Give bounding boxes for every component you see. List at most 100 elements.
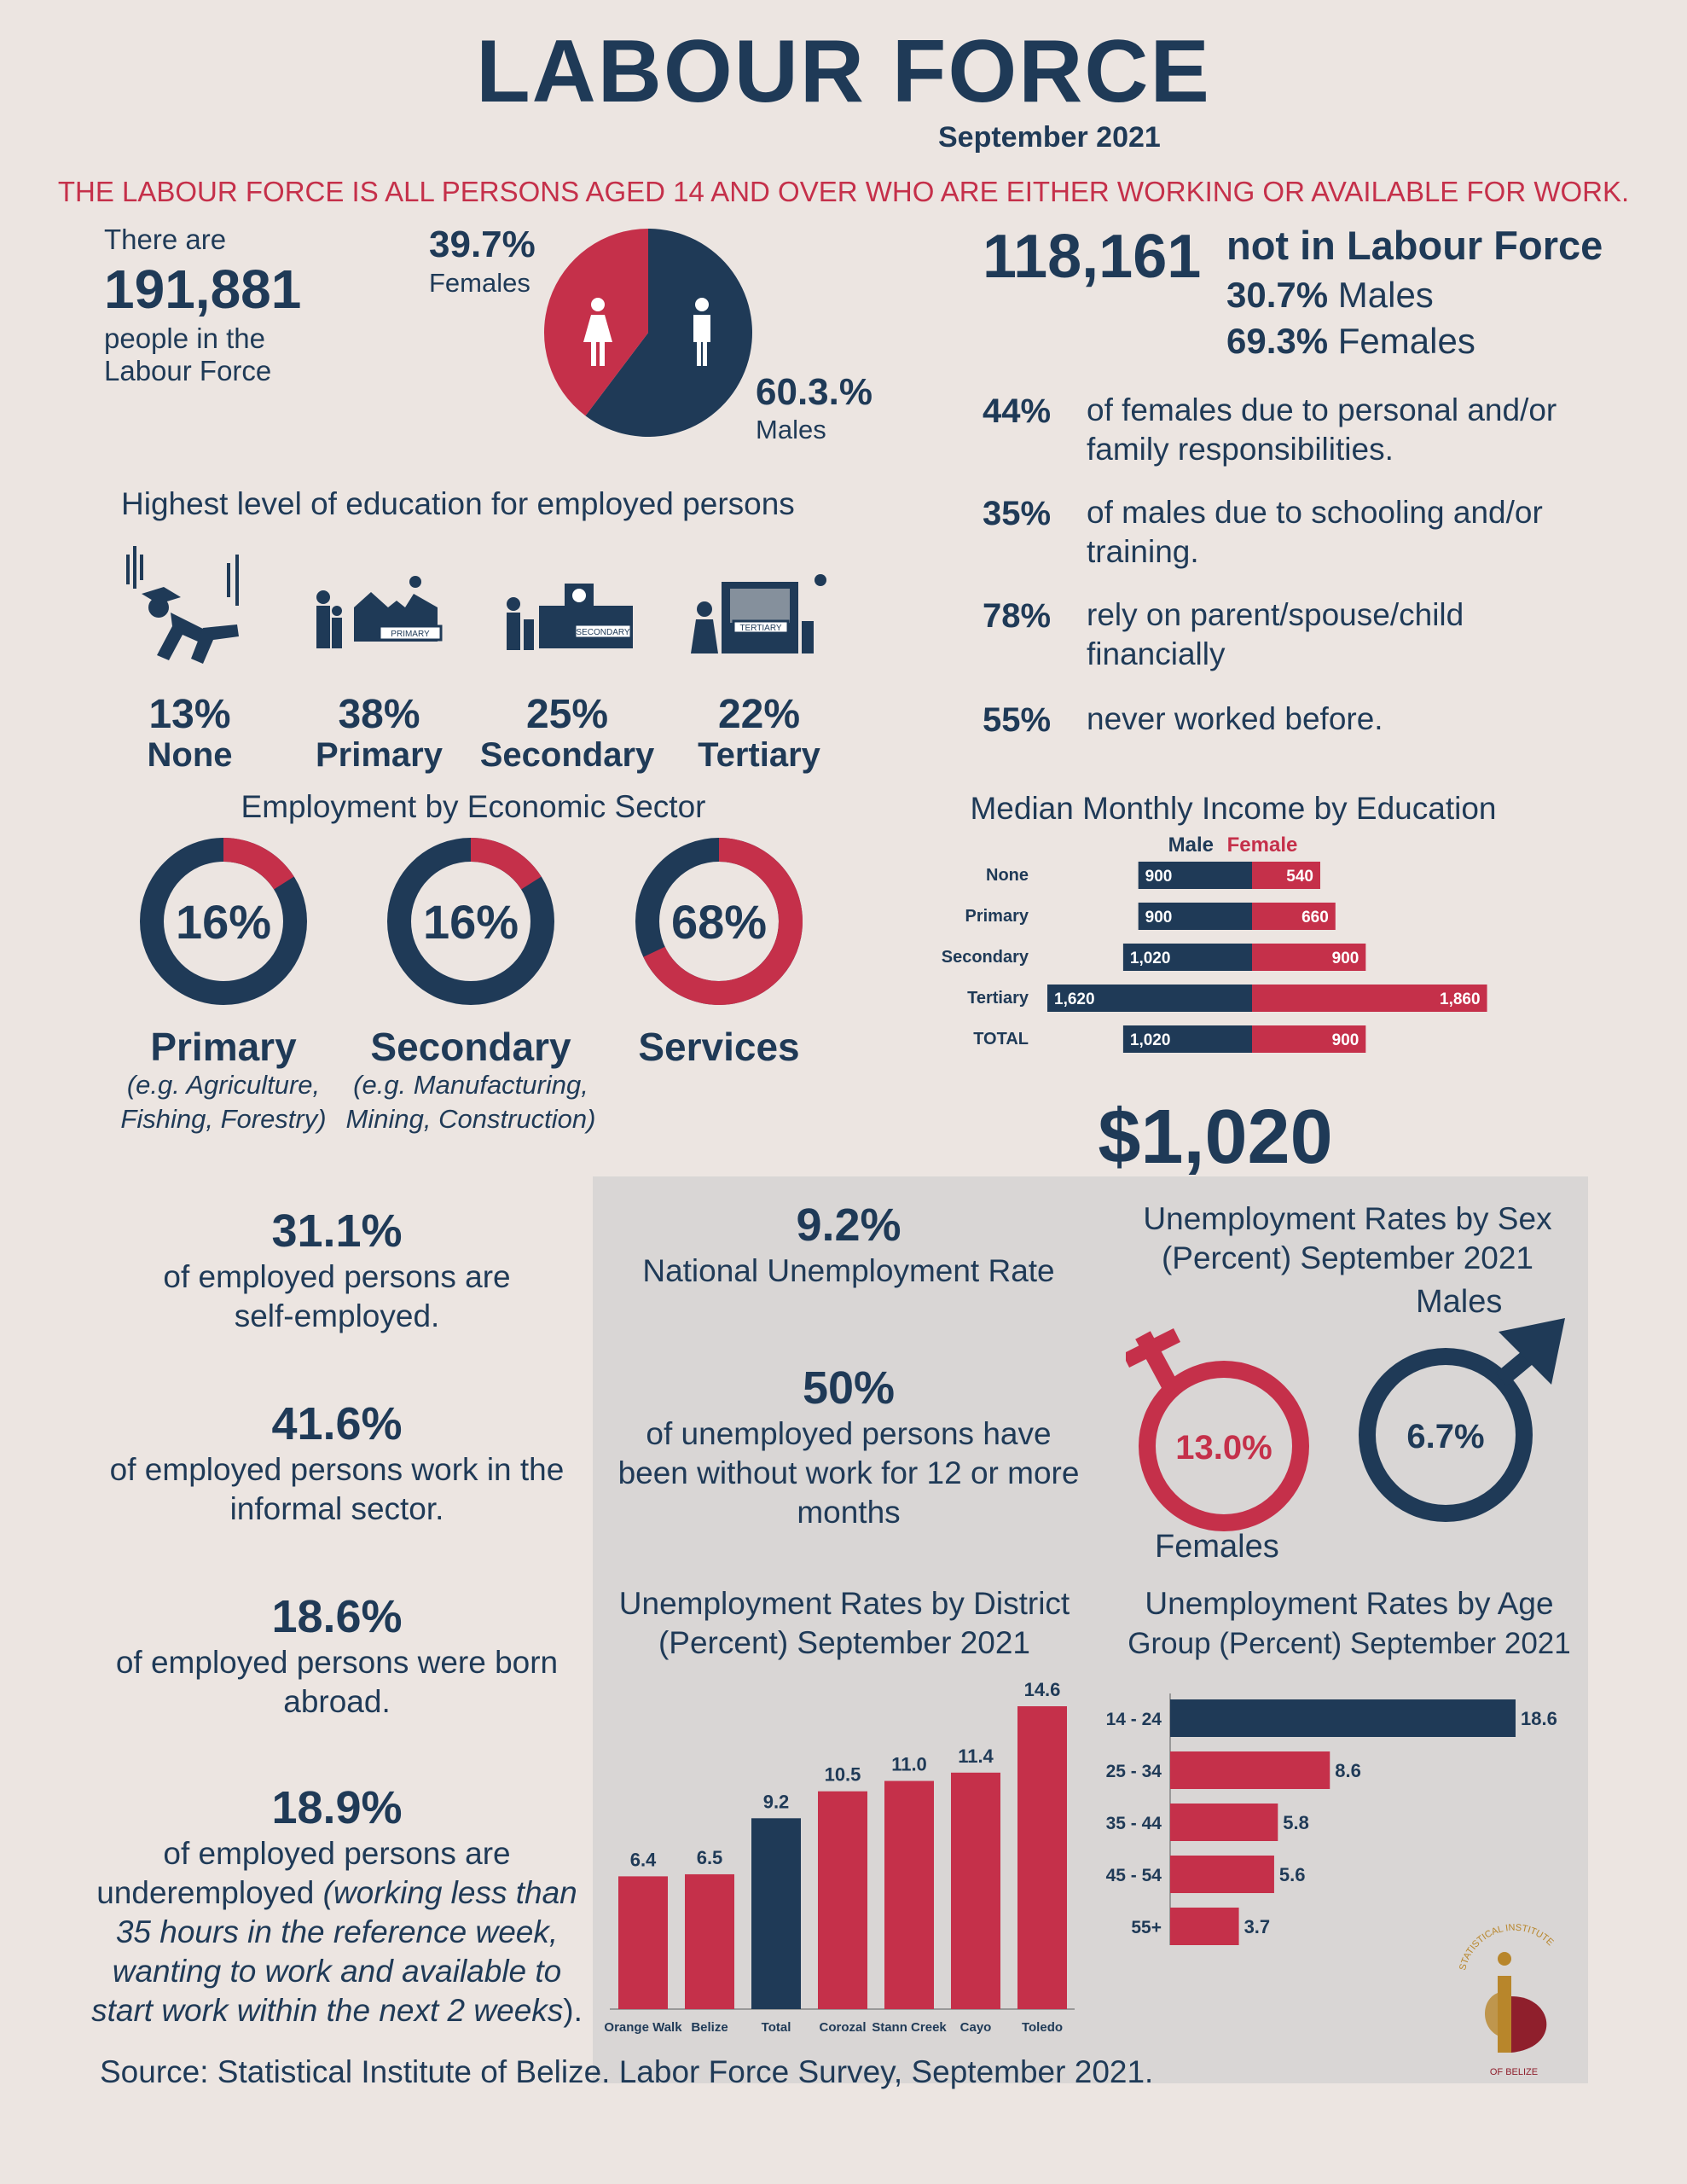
males-pct: 60.3.%	[756, 371, 872, 413]
income-value-female: 900	[1332, 950, 1359, 967]
district-value-label: 10.5	[825, 1764, 861, 1786]
income-bar-male	[1122, 944, 1252, 971]
district-chart-title: Unemployment Rates by District	[619, 1587, 1070, 1621]
income-category-label: Secondary	[942, 948, 1029, 967]
district-bar	[951, 1772, 1000, 2009]
edu-secondary-pct: 25%	[525, 692, 609, 737]
district-bar	[751, 1818, 801, 2009]
male-rate: 6.7%	[1406, 1418, 1484, 1455]
income-bar-female	[1252, 944, 1366, 971]
district-value-label: 11.0	[891, 1754, 927, 1775]
svg-text:SECONDARY: SECONDARY	[576, 628, 629, 637]
income-value-male: 900	[1145, 909, 1173, 926]
income-category-label: Primary	[965, 907, 1029, 926]
edu-primary-pct: 38%	[338, 692, 420, 737]
secondary-school-icon: SECONDARY	[507, 584, 633, 650]
donut-label: 16%	[423, 895, 519, 949]
male-symbol-icon: 6.7%	[1359, 1318, 1565, 1522]
donut-arc	[223, 838, 294, 890]
age-category-label: 25 - 34	[1106, 1762, 1162, 1781]
sector-secondary-name: Secondary	[370, 1025, 571, 1069]
district-value-label: 11.4	[958, 1745, 994, 1767]
district-bar	[1017, 1706, 1067, 2009]
stat-underemployed: 18.9% of employed persons are underemplo…	[91, 1782, 583, 2028]
district-bar	[618, 1876, 668, 2009]
district-value-label: 9.2	[763, 1791, 790, 1812]
sector-services-name: Services	[638, 1025, 800, 1069]
long-term-unemployment: 50% of unemployed persons have been with…	[617, 1362, 1080, 1530]
legend-male: Male	[1168, 834, 1214, 857]
males-label: Males	[756, 415, 826, 444]
income-value-male: 1,020	[1130, 950, 1171, 967]
age-bar	[1170, 1699, 1516, 1737]
lf-total: 191,881	[104, 258, 302, 320]
district-category-label: Toledo	[1022, 2020, 1063, 2035]
age-category-label: 45 - 54	[1106, 1866, 1162, 1885]
age-chart: Unemployment Rates by Age Group (Percent…	[1106, 1587, 1571, 1945]
females-pct: 39.7%	[429, 224, 536, 265]
income-bar-male	[1138, 862, 1252, 889]
income-bar-male	[1138, 903, 1252, 930]
page-title: LABOUR FORCE	[476, 22, 1211, 121]
stat-born-abroad: 18.6% of employed persons were born abro…	[115, 1591, 559, 1719]
income-bar-male	[1122, 1025, 1252, 1053]
donut-label: 68%	[671, 895, 767, 949]
not-lf-total: 118,161	[983, 223, 1202, 291]
district-chart-subtitle: (Percent) September 2021	[658, 1625, 1030, 1660]
male-symbol-label: Males	[1416, 1284, 1503, 1320]
sector-heading: Employment by Economic Sector	[241, 789, 706, 824]
svg-text:TERTIARY: TERTIARY	[739, 624, 781, 633]
female-symbol-label: Females	[1155, 1529, 1279, 1565]
age-bar	[1170, 1908, 1239, 1945]
edu-none-pct: 13%	[148, 692, 231, 737]
income-value-male: 1,020	[1130, 1031, 1171, 1049]
age-category-label: 14 - 24	[1106, 1710, 1162, 1729]
female-figure-icon	[583, 298, 612, 366]
age-category-label: 55+	[1131, 1918, 1162, 1937]
income-bar-male	[1047, 985, 1252, 1012]
district-category-label: Orange Walk	[604, 2020, 682, 2035]
income-value-female: 900	[1332, 1031, 1359, 1049]
age-value-label: 18.6	[1521, 1708, 1557, 1729]
sector-primary-name: Primary	[150, 1025, 297, 1069]
lf-intro: There are	[104, 224, 227, 255]
education-heading: Highest level of education for employed …	[121, 486, 795, 521]
income-value-female: 1,860	[1440, 990, 1481, 1008]
income-category-label: None	[986, 866, 1029, 885]
age-category-label: 35 - 44	[1106, 1814, 1162, 1833]
primary-school-icon: PRIMARY	[316, 576, 443, 648]
edu-none-label: None	[147, 736, 233, 774]
district-bar	[818, 1791, 867, 2009]
income-category-label: Tertiary	[967, 989, 1029, 1008]
district-value-label: 14.6	[1024, 1679, 1061, 1700]
edu-secondary-label: Secondary	[479, 736, 655, 774]
sector-donuts: 16% 16% 68%	[140, 838, 803, 1005]
not-lf-females: 69.3% Females	[1226, 321, 1475, 361]
median-income-total: $1,020	[1098, 1095, 1333, 1180]
gender-pie-chart	[544, 229, 752, 437]
income-bar-female	[1252, 862, 1320, 889]
pie-slice-males	[585, 229, 752, 437]
income-bar-female	[1252, 903, 1336, 930]
age-value-label: 8.6	[1335, 1760, 1361, 1781]
donut-arc	[470, 838, 542, 890]
age-value-label: 5.6	[1279, 1864, 1306, 1885]
district-value-label: 6.5	[697, 1847, 723, 1868]
district-chart: Unemployment Rates by District (Percent)…	[604, 1587, 1075, 2035]
district-bar	[685, 1873, 734, 2009]
lf-line1: people in the	[104, 322, 265, 354]
edu-tertiary-pct: 22%	[717, 692, 801, 737]
falling-student-icon	[126, 546, 239, 664]
female-rate: 13.0%	[1175, 1429, 1272, 1467]
source-note: Source: Statistical Institute of Belize.…	[100, 2054, 1154, 2089]
income-chart: Median Monthly Income by Education Male …	[942, 791, 1497, 1053]
district-category-label: Belize	[691, 2020, 728, 2035]
income-bar-female	[1252, 985, 1487, 1012]
sector-secondary-note: (e.g. Manufacturing, Mining, Construction…	[345, 1070, 596, 1134]
income-category-label: TOTAL	[973, 1030, 1029, 1048]
tertiary-school-icon: TERTIARY	[691, 574, 826, 653]
stat-self-employed: 31.1% of employed persons are self-emplo…	[163, 1205, 511, 1333]
edu-tertiary-label: Tertiary	[698, 736, 820, 774]
donut-label: 16%	[176, 895, 271, 949]
income-value-female: 540	[1286, 868, 1313, 886]
